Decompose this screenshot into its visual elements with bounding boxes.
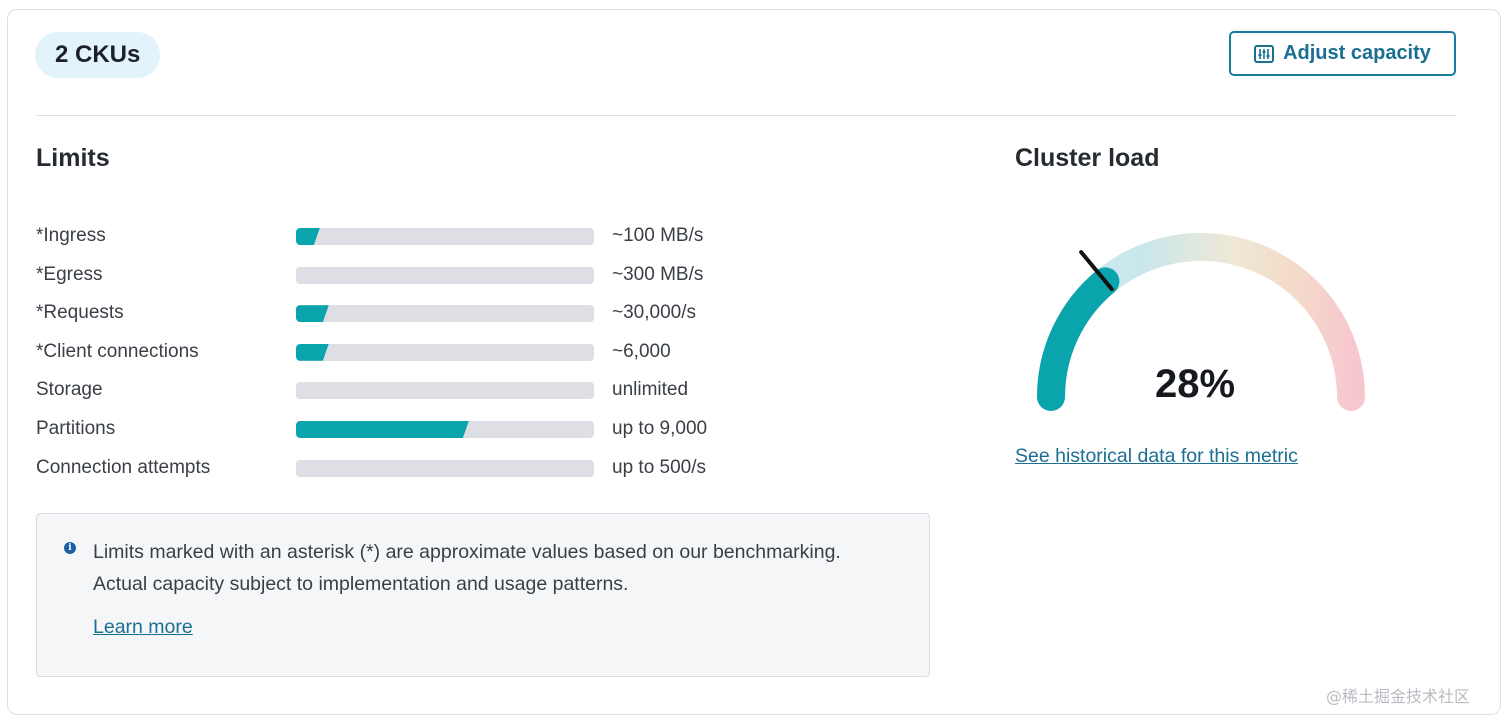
info-text: Limits marked with an asterisk (*) are a…: [93, 541, 841, 595]
cluster-load-percent: 28%: [1154, 362, 1236, 406]
limit-usage-bar: [296, 459, 594, 477]
info-icon: i: [64, 542, 76, 554]
gauge-needle: [1079, 250, 1114, 292]
limit-usage-fill: [296, 421, 469, 438]
cluster-load-title: Cluster load: [1015, 144, 1160, 172]
limit-label: Storage: [36, 379, 103, 401]
limit-label: *Ingress: [36, 225, 106, 246]
gauge-fill: [1037, 267, 1120, 411]
limits-title: Limits: [36, 144, 110, 172]
limit-row: Partitions up to 9,000: [36, 416, 796, 442]
watermark: @稀土掘金技术社区: [1326, 687, 1471, 706]
limit-usage-bar: [296, 305, 594, 323]
limit-value: up to 500/s: [612, 456, 707, 478]
limit-label: *Client connections: [36, 340, 199, 362]
limit-value: unlimited: [612, 379, 689, 401]
limit-usage-bar: [296, 266, 594, 284]
limit-usage-fill: [296, 305, 329, 322]
limit-label: *Requests: [36, 302, 124, 324]
limit-value: ~100 MB/s: [612, 225, 704, 246]
sliders-icon: [1254, 44, 1275, 63]
limit-row: *Ingress ~100 MB/s: [36, 223, 796, 249]
limit-row: *Egress ~300 MB/s: [36, 262, 796, 288]
limit-usage-fill: [296, 344, 329, 361]
adjust-capacity-label: Adjust capacity: [1283, 42, 1431, 64]
limit-usage-fill: [296, 228, 320, 245]
limit-usage-bar: [296, 228, 594, 245]
limit-value: ~300 MB/s: [612, 263, 704, 285]
limit-label: *Egress: [36, 263, 103, 285]
learn-more-link[interactable]: Learn more: [93, 616, 193, 638]
limit-row: *Requests ~30,000/s: [36, 300, 796, 326]
info-box: i Limits marked with an asterisk (*) are…: [36, 513, 930, 677]
cku-badge: 2 CKUs: [35, 32, 161, 78]
limit-value: ~30,000/s: [612, 302, 696, 324]
historical-data-link[interactable]: See historical data for this metric: [1015, 445, 1298, 467]
limit-row: Connection attempts up to 500/s: [36, 455, 796, 481]
limit-usage-bar: [296, 343, 594, 361]
limit-usage-bar: [296, 421, 594, 438]
limit-value: up to 9,000: [612, 418, 708, 439]
adjust-capacity-button[interactable]: Adjust capacity: [1229, 31, 1456, 76]
header-divider: [36, 115, 1456, 116]
limit-row: *Client connections ~6,000: [36, 339, 796, 365]
limit-usage-bar: [296, 382, 594, 400]
limit-label: Connection attempts: [36, 456, 211, 478]
limit-label: Partitions: [36, 418, 116, 439]
cluster-load-gauge: [1037, 233, 1365, 411]
limit-row: Storage unlimited: [36, 377, 796, 403]
limit-value: ~6,000: [612, 340, 671, 362]
